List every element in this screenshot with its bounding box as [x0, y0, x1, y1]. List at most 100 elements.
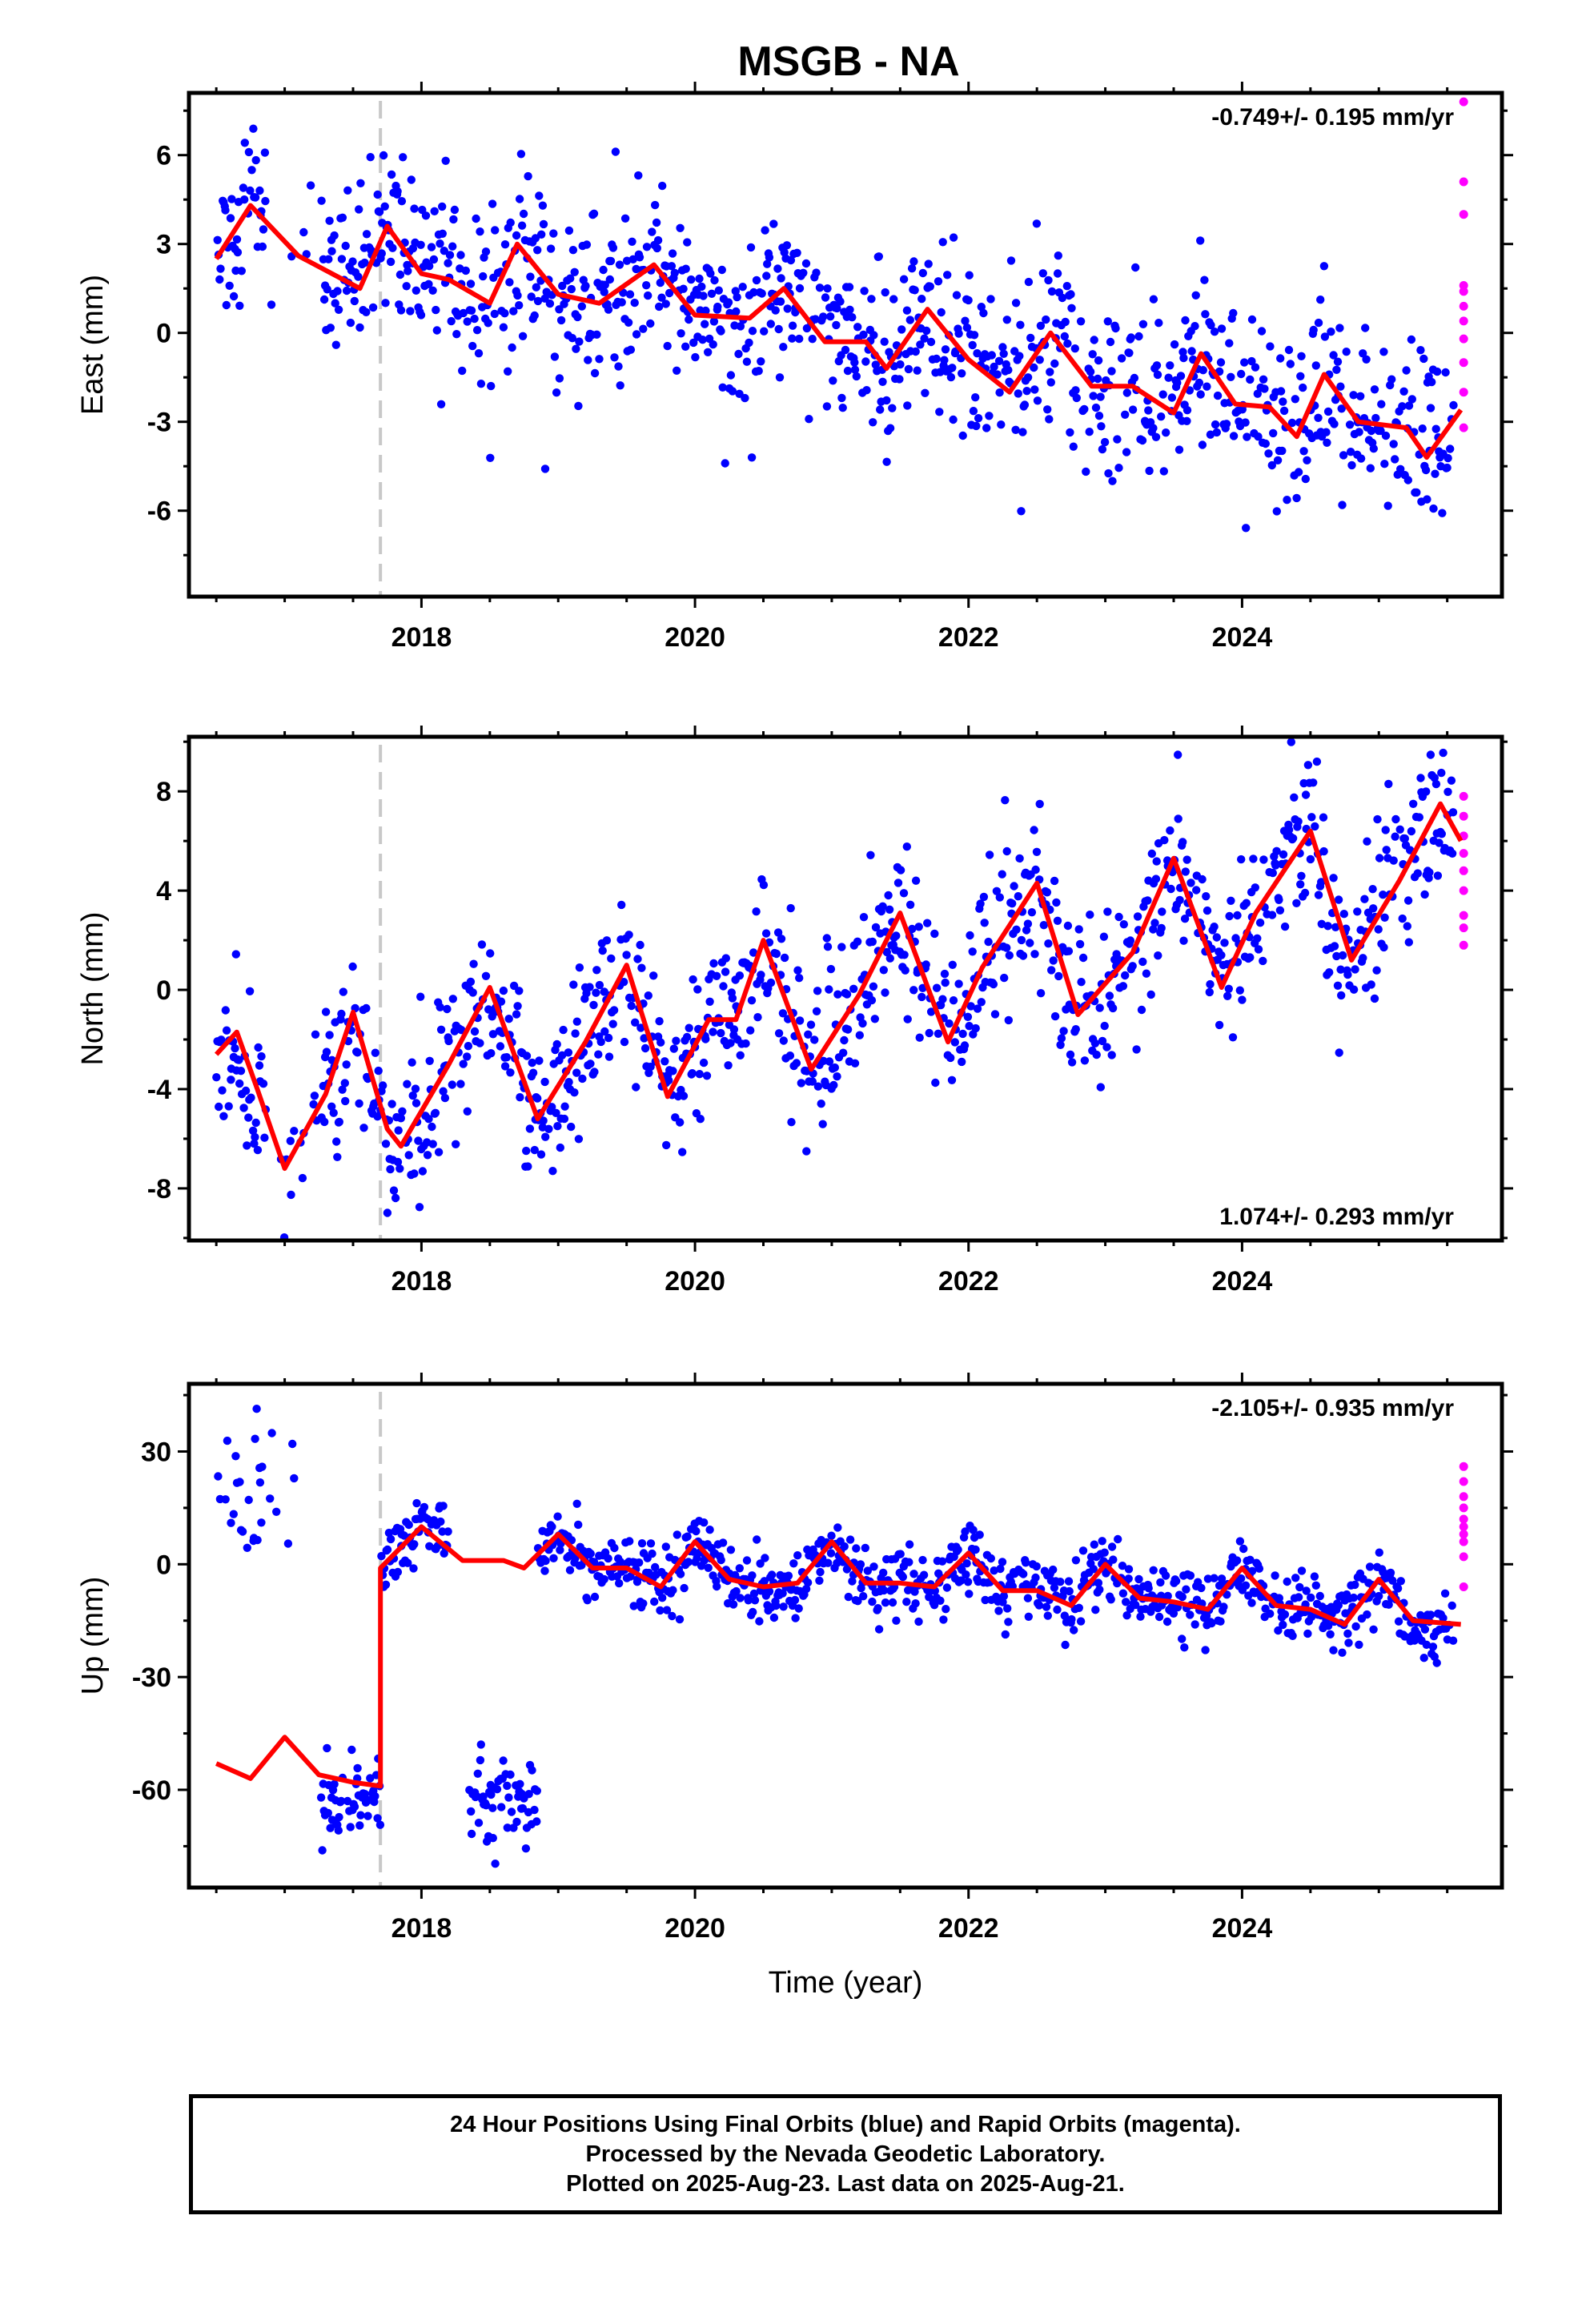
final-point: [246, 186, 255, 195]
final-point: [1131, 1600, 1140, 1610]
final-point: [1327, 328, 1335, 336]
final-point: [500, 309, 509, 318]
final-point: [736, 322, 745, 331]
final-point: [1236, 1574, 1246, 1583]
final-point: [793, 1551, 802, 1560]
final-point: [669, 1586, 677, 1594]
final-point: [1049, 956, 1058, 965]
final-point: [386, 257, 396, 267]
final-point: [552, 1039, 561, 1049]
final-point: [1228, 1033, 1238, 1042]
final-point: [717, 265, 726, 275]
final-point: [330, 1779, 339, 1789]
final-point: [531, 234, 540, 243]
final-point: [1134, 1574, 1143, 1584]
caption-line-1: 24 Hour Positions Using Final Orbits (bl…: [450, 2111, 1241, 2137]
final-point: [1294, 1593, 1303, 1602]
final-point: [1319, 846, 1328, 856]
final-point: [1157, 412, 1166, 421]
final-point: [1030, 385, 1039, 394]
final-point: [1291, 395, 1300, 404]
final-point: [337, 1009, 346, 1019]
final-point: [1071, 386, 1080, 395]
final-point: [1326, 1630, 1335, 1639]
final-point: [251, 1118, 260, 1128]
final-point: [244, 147, 254, 157]
final-point: [615, 1578, 624, 1588]
final-point: [724, 298, 733, 307]
final-point: [661, 1057, 669, 1066]
final-point: [999, 349, 1008, 358]
final-point: [1366, 464, 1375, 472]
final-point: [1353, 907, 1362, 916]
final-point: [449, 215, 458, 224]
final-point: [989, 979, 998, 989]
final-point: [243, 1543, 251, 1553]
final-point: [283, 1539, 293, 1548]
final-point: [635, 1558, 644, 1567]
final-point: [903, 401, 912, 410]
final-point: [1243, 432, 1251, 441]
final-point: [1224, 984, 1234, 994]
final-point: [657, 293, 666, 302]
final-point: [849, 984, 858, 994]
final-point: [853, 937, 862, 947]
final-point: [818, 312, 828, 321]
final-point: [316, 1793, 326, 1802]
final-point: [1365, 1562, 1375, 1571]
final-point: [1223, 991, 1232, 1001]
y-tick-label: -60: [132, 1775, 171, 1806]
final-point: [1063, 339, 1072, 348]
final-point: [416, 240, 425, 249]
final-point: [383, 1208, 392, 1217]
final-point: [1203, 382, 1211, 391]
final-point: [1283, 1577, 1291, 1586]
final-point: [432, 326, 441, 335]
final-point: [1440, 1589, 1450, 1598]
final-point: [404, 1520, 413, 1530]
final-point: [584, 356, 592, 364]
final-point: [1391, 455, 1399, 464]
final-point: [515, 195, 524, 203]
final-point: [1117, 354, 1126, 363]
final-point: [1369, 1625, 1378, 1634]
final-point: [516, 150, 526, 159]
final-point: [1133, 912, 1142, 921]
final-point: [1002, 316, 1012, 324]
final-point: [570, 1088, 579, 1097]
final-point: [990, 1566, 998, 1575]
final-point: [756, 1559, 765, 1568]
final-point: [1355, 1640, 1363, 1649]
final-point: [1022, 387, 1031, 396]
final-point: [812, 268, 821, 277]
final-point: [871, 360, 881, 369]
final-point: [948, 364, 957, 372]
final-point: [252, 1405, 261, 1413]
final-point: [355, 323, 364, 332]
y-axis-label: East (mm): [76, 275, 110, 415]
final-point: [362, 230, 371, 239]
final-point: [536, 1150, 546, 1159]
final-point: [804, 1030, 813, 1039]
final-point: [1413, 869, 1423, 878]
final-point: [1211, 420, 1220, 429]
final-point: [388, 243, 397, 252]
final-point: [705, 1526, 714, 1534]
final-point: [334, 1826, 343, 1835]
x-tick-label: 2022: [938, 1266, 999, 1297]
final-point: [1047, 287, 1057, 296]
final-point: [1186, 1610, 1195, 1619]
final-point: [519, 209, 528, 219]
final-point: [1203, 906, 1212, 915]
final-point: [472, 214, 480, 223]
final-point: [1064, 947, 1074, 955]
final-point: [1292, 899, 1301, 908]
final-point: [353, 1048, 362, 1057]
final-point: [911, 347, 920, 356]
final-point: [998, 1558, 1007, 1566]
final-point: [1106, 1595, 1115, 1604]
final-point: [1196, 390, 1205, 399]
rapid-point: [1459, 866, 1468, 875]
final-point: [957, 1576, 966, 1585]
